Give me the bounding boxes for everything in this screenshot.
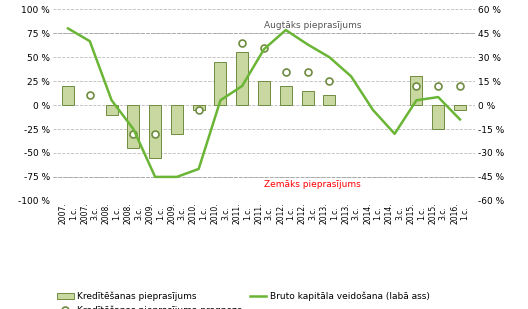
Text: Augtāks pieprasījums: Augtāks pieprasījums <box>264 21 362 30</box>
Bar <box>323 95 335 105</box>
Bar <box>236 52 248 105</box>
Bar <box>149 105 161 158</box>
Text: Zemāks pieprasījums: Zemāks pieprasījums <box>264 180 361 189</box>
Bar <box>214 62 227 105</box>
Bar <box>127 105 139 148</box>
Bar <box>454 105 466 110</box>
Bar <box>62 86 74 105</box>
Bar <box>106 105 118 115</box>
Bar <box>171 105 183 134</box>
Bar <box>410 76 422 105</box>
Legend: Kredītēšanas pieprasījums, Kredītēšanas pieprasījuma prognoze, Bruto kapitāla ve: Kredītēšanas pieprasījums, Kredītēšanas … <box>58 292 429 309</box>
Bar <box>258 81 270 105</box>
Bar <box>432 105 444 129</box>
Bar <box>301 91 314 105</box>
Bar <box>193 105 205 110</box>
Bar <box>280 86 292 105</box>
